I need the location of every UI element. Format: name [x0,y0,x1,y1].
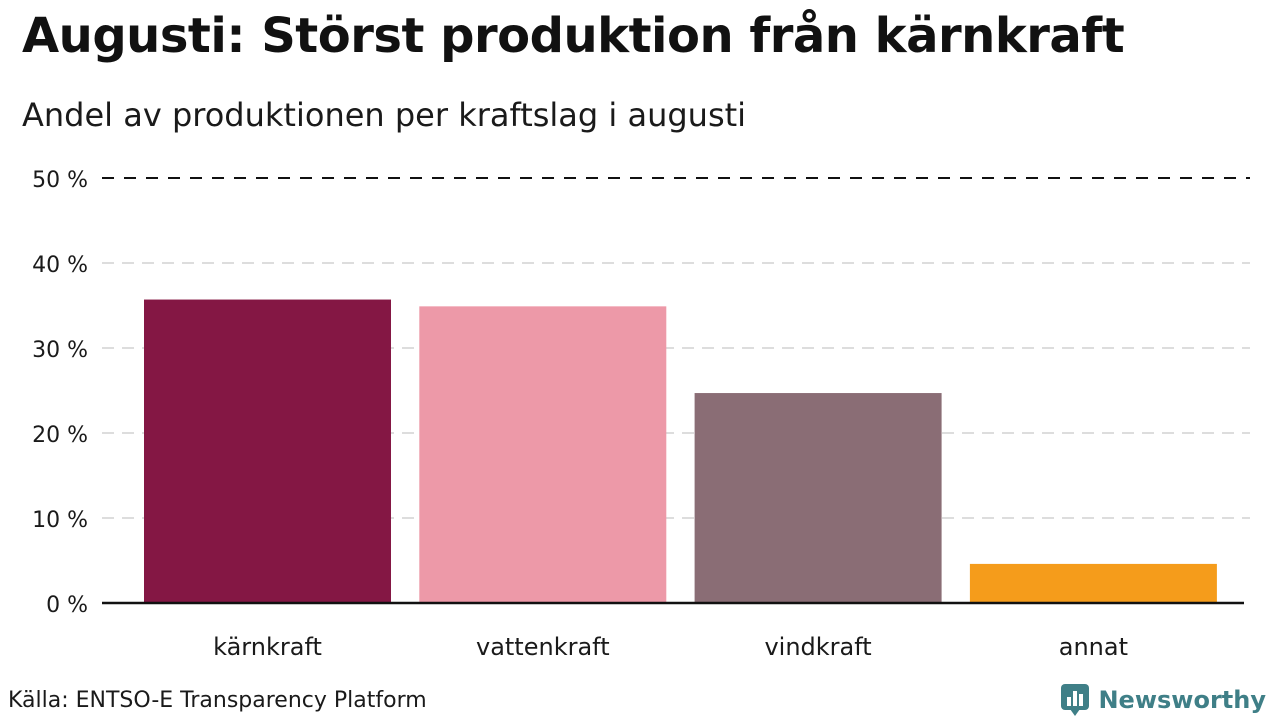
x-tick-label: kärnkraft [213,633,322,661]
y-tick-label: 30 % [32,338,88,363]
bar [969,563,1217,603]
y-tick-label: 20 % [32,423,88,448]
brand-name: Newsworthy [1098,686,1266,714]
x-tick-label: annat [1059,633,1128,661]
newsworthy-logo-icon [1061,684,1090,716]
y-tick-label: 0 % [46,593,88,618]
brand-logo: Newsworthy [1060,683,1266,717]
chart-subtitle: Andel av produktionen per kraftslag i au… [22,96,747,134]
chart-title: Augusti: Störst produktion från kärnkraf… [22,8,1125,64]
source-note: Källa: ENTSO-E Transparency Platform [8,688,427,713]
y-tick-label: 40 % [32,253,88,278]
x-tick-label: vindkraft [764,633,871,661]
x-tick-label: vattenkraft [476,633,610,661]
bar [419,306,667,603]
bar [694,393,942,603]
y-tick-label: 10 % [32,508,88,533]
y-tick-label: 50 % [32,168,88,193]
bar [144,299,391,603]
